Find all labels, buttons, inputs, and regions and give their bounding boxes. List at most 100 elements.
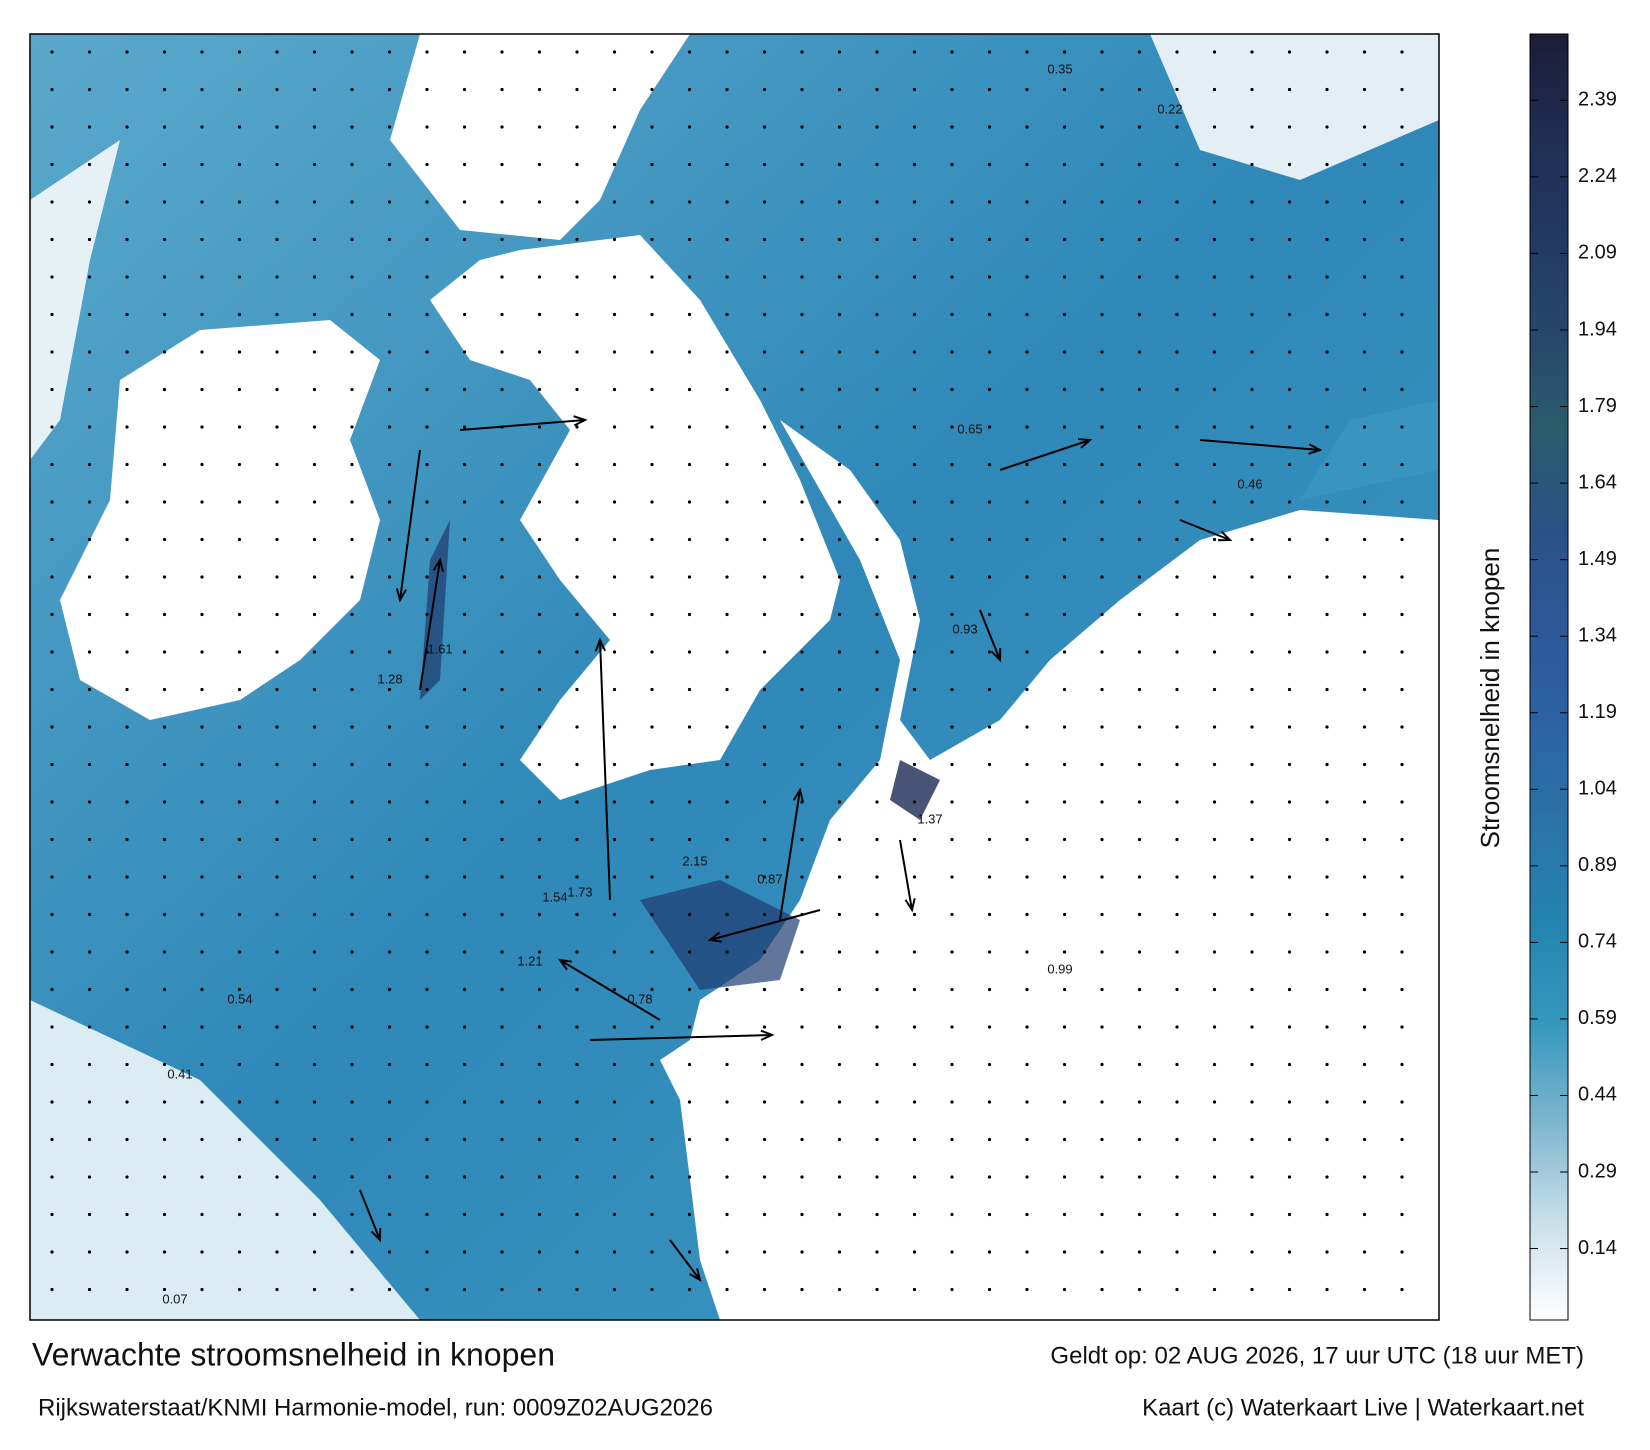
grid-dot xyxy=(1362,1212,1367,1217)
grid-dot xyxy=(875,762,879,767)
speed-label: 0.93 xyxy=(952,621,977,636)
grid-dot xyxy=(462,950,467,954)
grid-dot xyxy=(1175,725,1179,729)
grid-dot xyxy=(1287,87,1292,92)
grid-dot xyxy=(125,50,129,54)
grid-dot xyxy=(50,762,54,767)
grid-dot xyxy=(1175,1100,1179,1104)
grid-dot xyxy=(50,50,54,54)
grid-dot xyxy=(837,1175,842,1179)
grid-dot xyxy=(387,762,392,767)
grid-dot xyxy=(1175,275,1179,279)
grid-dot xyxy=(837,50,842,54)
grid-dot xyxy=(687,87,692,92)
grid-dot xyxy=(575,1250,579,1254)
grid-dot xyxy=(1362,800,1367,804)
grid-dot xyxy=(1325,725,1329,729)
grid-dot xyxy=(50,1100,54,1104)
current-arrow xyxy=(899,839,913,911)
grid-dot xyxy=(837,350,842,354)
grid-dot xyxy=(312,162,317,167)
grid-dot xyxy=(237,650,242,654)
grid-dot xyxy=(612,725,617,729)
grid-dot xyxy=(462,575,467,579)
arrow-head xyxy=(707,931,723,943)
grid-dot xyxy=(725,1250,729,1254)
grid-dot xyxy=(950,387,954,392)
grid-dot xyxy=(1100,1025,1104,1029)
grid-dot xyxy=(837,200,842,204)
grid-dot xyxy=(50,1212,54,1217)
grid-dot xyxy=(650,837,654,842)
grid-dot xyxy=(1250,1212,1254,1217)
grid-dot xyxy=(1137,500,1142,504)
grid-dot xyxy=(200,950,204,954)
grid-dot xyxy=(162,650,167,654)
arrow-head xyxy=(370,1227,382,1243)
grid-dot xyxy=(1400,1212,1404,1217)
grid-dot xyxy=(462,162,467,167)
grid-dot xyxy=(687,500,692,504)
grid-dot xyxy=(837,575,842,579)
grid-dot xyxy=(1100,125,1104,129)
grid-dot xyxy=(1250,987,1254,992)
grid-dot xyxy=(462,312,467,317)
grid-dot xyxy=(875,200,879,204)
grid-dot xyxy=(1250,575,1254,579)
grid-dot xyxy=(1362,237,1367,242)
grid-dot xyxy=(800,1062,804,1067)
grid-dot xyxy=(1250,500,1254,504)
grid-dot xyxy=(350,1287,354,1292)
grid-dot xyxy=(612,1287,617,1292)
grid-dot xyxy=(87,425,92,429)
current-arrow xyxy=(1179,519,1231,541)
speed-label: 1.54 xyxy=(542,889,567,904)
grid-dot xyxy=(350,912,354,917)
grid-dot xyxy=(1062,725,1067,729)
grid-dot xyxy=(1212,1250,1217,1254)
grid-dot xyxy=(725,612,729,617)
grid-dot xyxy=(762,462,767,467)
grid-dot xyxy=(200,1137,204,1142)
grid-dot xyxy=(1100,200,1104,204)
grid-dot xyxy=(1062,125,1067,129)
grid-dot xyxy=(1400,800,1404,804)
grid-dot xyxy=(1250,687,1254,692)
grid-dot xyxy=(987,50,992,54)
grid-dot xyxy=(312,1062,317,1067)
grid-dot xyxy=(1287,800,1292,804)
grid-dot xyxy=(612,50,617,54)
grid-dot xyxy=(837,1062,842,1067)
grid-dot xyxy=(50,1137,54,1142)
grid-dot xyxy=(1250,1137,1254,1142)
grid-dot xyxy=(912,1062,917,1067)
grid-dot xyxy=(837,1137,842,1142)
grid-dot xyxy=(1025,1137,1029,1142)
grid-dot xyxy=(1212,1100,1217,1104)
grid-dot xyxy=(237,1137,242,1142)
grid-dot xyxy=(800,462,804,467)
grid-dot xyxy=(312,1175,317,1179)
grid-dot xyxy=(125,125,129,129)
grid-dot xyxy=(462,725,467,729)
grid-dot xyxy=(1250,612,1254,617)
grid-dot xyxy=(500,50,504,54)
grid-dot xyxy=(1025,612,1029,617)
grid-dot xyxy=(275,87,279,92)
grid-dot xyxy=(1325,762,1329,767)
grid-dot xyxy=(500,87,504,92)
grid-dot xyxy=(762,162,767,167)
colorbar-tick-label: 1.19 xyxy=(1578,701,1617,723)
grid-dot xyxy=(1287,1137,1292,1142)
grid-dot xyxy=(575,875,579,879)
grid-dot xyxy=(387,350,392,354)
grid-dot xyxy=(425,575,429,579)
grid-dot xyxy=(612,275,617,279)
grid-dot xyxy=(350,650,354,654)
speed-label: 0.87 xyxy=(757,871,782,886)
grid-dot xyxy=(1400,612,1404,617)
grid-dot xyxy=(987,312,992,317)
grid-dot xyxy=(425,387,429,392)
grid-dot xyxy=(762,912,767,917)
grid-dot xyxy=(987,275,992,279)
